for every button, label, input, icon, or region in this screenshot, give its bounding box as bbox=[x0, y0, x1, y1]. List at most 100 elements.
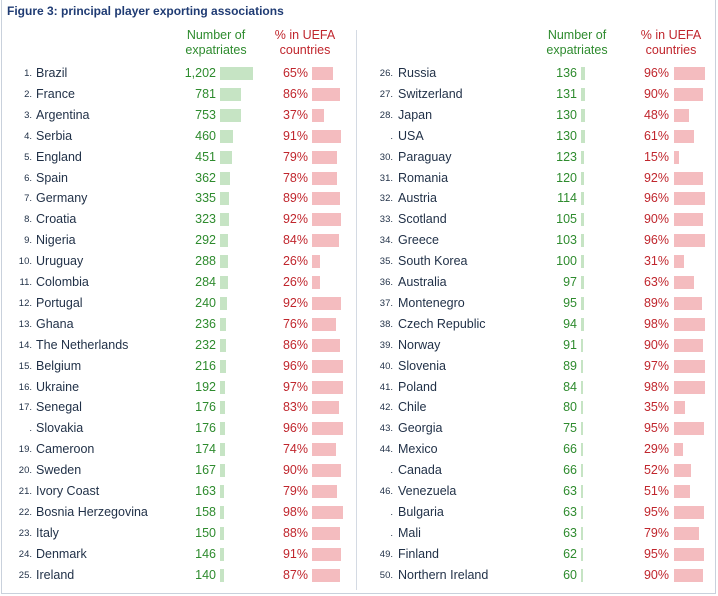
expatriate-count-bar bbox=[220, 255, 228, 269]
table-row: 43. Georgia 75 95% bbox=[368, 418, 712, 439]
expatriate-count-bar bbox=[220, 568, 224, 582]
country-name: Slovenia bbox=[398, 358, 446, 373]
uefa-percent: 97% bbox=[282, 379, 308, 394]
table-row: 9. Nigeria 292 84% bbox=[8, 230, 349, 251]
table-row: . Mali 63 79% bbox=[368, 523, 712, 544]
uefa-percent-bar bbox=[674, 129, 694, 143]
uefa-percent: 87% bbox=[282, 567, 308, 582]
expatriate-count: 163 bbox=[195, 484, 216, 498]
expatriate-count-bar bbox=[220, 171, 230, 185]
rank-label: 4. bbox=[24, 130, 32, 142]
uefa-percent: 31% bbox=[643, 254, 669, 269]
country-name: Chile bbox=[398, 400, 427, 415]
country-name: Argentina bbox=[36, 107, 90, 122]
uefa-percent: 90% bbox=[643, 337, 669, 352]
uefa-percent-bar bbox=[312, 171, 337, 185]
expatriate-count: 236 bbox=[195, 316, 216, 331]
rank-label: . bbox=[390, 465, 393, 477]
uefa-percent-bar bbox=[674, 296, 703, 310]
expatriate-count-bar bbox=[220, 192, 230, 206]
rank-label: 5. bbox=[24, 151, 32, 163]
rank-label: 9. bbox=[24, 235, 32, 247]
expatriate-count: 146 bbox=[195, 546, 216, 561]
header-percent-in-uefa: % in UEFA countries bbox=[274, 28, 336, 57]
expatriate-count: 176 bbox=[195, 421, 216, 436]
table-row: 4. Serbia 460 91% bbox=[8, 126, 349, 147]
uefa-percent-bar bbox=[674, 255, 684, 269]
expatriate-count: 232 bbox=[195, 337, 216, 352]
uefa-percent: 98% bbox=[643, 316, 669, 331]
rank-label: 43. bbox=[379, 423, 393, 435]
uefa-percent-bar bbox=[312, 87, 340, 101]
rank-label: 15. bbox=[18, 360, 32, 372]
table-row: 3. Argentina 753 37% bbox=[8, 105, 349, 126]
expatriate-count: 781 bbox=[195, 86, 216, 101]
header-percent-in-uefa: % in UEFA countries bbox=[640, 28, 702, 57]
uefa-percent-bar bbox=[674, 192, 705, 206]
country-name: Northern Ireland bbox=[398, 567, 489, 582]
uefa-percent-bar bbox=[674, 108, 690, 122]
country-name: Switzerland bbox=[398, 86, 463, 101]
expatriate-count-bar bbox=[581, 380, 584, 394]
uefa-percent-bar bbox=[674, 422, 705, 436]
expatriate-count: 84 bbox=[563, 379, 577, 394]
uefa-percent: 51% bbox=[643, 484, 669, 498]
rank-label: 13. bbox=[18, 318, 32, 330]
table-row: 19. Cameroon 174 74% bbox=[8, 439, 349, 460]
uefa-percent: 79% bbox=[282, 149, 308, 164]
uefa-percent: 91% bbox=[282, 546, 308, 561]
table-row: 21. Ivory Coast 163 79% bbox=[8, 481, 349, 502]
country-name: Serbia bbox=[36, 128, 73, 143]
uefa-percent-bar bbox=[312, 296, 342, 310]
uefa-percent-bar bbox=[674, 547, 705, 561]
expatriate-count-bar bbox=[581, 129, 585, 143]
expatriate-count: 114 bbox=[557, 191, 577, 206]
rank-label: 41. bbox=[379, 381, 393, 393]
rank-label: 31. bbox=[379, 172, 393, 184]
expatriate-count-bar bbox=[581, 296, 584, 310]
expatriate-count: 94 bbox=[563, 316, 577, 331]
expatriate-count-bar bbox=[220, 547, 224, 561]
expatriate-count-bar bbox=[581, 338, 584, 352]
rank-label: . bbox=[390, 506, 393, 518]
uefa-percent-bar bbox=[674, 234, 705, 248]
expatriate-count-bar bbox=[220, 338, 227, 352]
table-row: 49. Finland 62 95% bbox=[368, 544, 712, 565]
country-name: Nigeria bbox=[36, 233, 76, 248]
right-table-panel: Number of expatriates % in UEFA countrie… bbox=[368, 28, 712, 590]
table-row: 34. Greece 103 96% bbox=[368, 230, 712, 251]
expatriate-count-bar bbox=[581, 171, 585, 185]
uefa-percent: 95% bbox=[643, 421, 669, 436]
rank-label: . bbox=[29, 423, 32, 435]
expatriate-count: 123 bbox=[556, 149, 577, 164]
uefa-percent-bar bbox=[674, 359, 706, 373]
expatriate-count: 136 bbox=[556, 66, 577, 80]
uefa-percent-bar bbox=[312, 338, 340, 352]
expatriate-count-bar bbox=[581, 464, 583, 478]
table-row: 27. Switzerland 131 90% bbox=[368, 84, 712, 105]
column-divider bbox=[356, 30, 357, 590]
uefa-percent: 26% bbox=[282, 275, 308, 289]
uefa-percent: 86% bbox=[282, 337, 308, 352]
table-row: 26. Russia 136 96% bbox=[368, 63, 712, 84]
expatriate-count-bar bbox=[220, 359, 226, 373]
rank-label: 30. bbox=[379, 151, 393, 163]
uefa-percent-bar bbox=[312, 317, 337, 331]
table-row: 37. Montenegro 95 89% bbox=[368, 293, 712, 314]
expatriate-count: 216 bbox=[195, 358, 216, 373]
table-row: 32. Austria 114 96% bbox=[368, 188, 712, 209]
country-name: Brazil bbox=[36, 66, 68, 80]
expatriate-count: 174 bbox=[195, 442, 216, 457]
table-row: . Slovakia 176 96% bbox=[8, 418, 349, 439]
rank-label: . bbox=[390, 130, 393, 142]
expatriate-count: 91 bbox=[563, 337, 577, 352]
uefa-percent: 95% bbox=[643, 504, 669, 519]
rank-label: 17. bbox=[18, 402, 32, 414]
expatriate-count-bar bbox=[581, 568, 583, 582]
expatriate-count-bar bbox=[581, 276, 584, 289]
country-name: Czech Republic bbox=[398, 316, 486, 331]
rank-label: 22. bbox=[18, 506, 32, 518]
uefa-percent-bar bbox=[312, 359, 343, 373]
expatriate-count: 89 bbox=[563, 358, 577, 373]
expatriate-count: 1,202 bbox=[184, 66, 216, 80]
